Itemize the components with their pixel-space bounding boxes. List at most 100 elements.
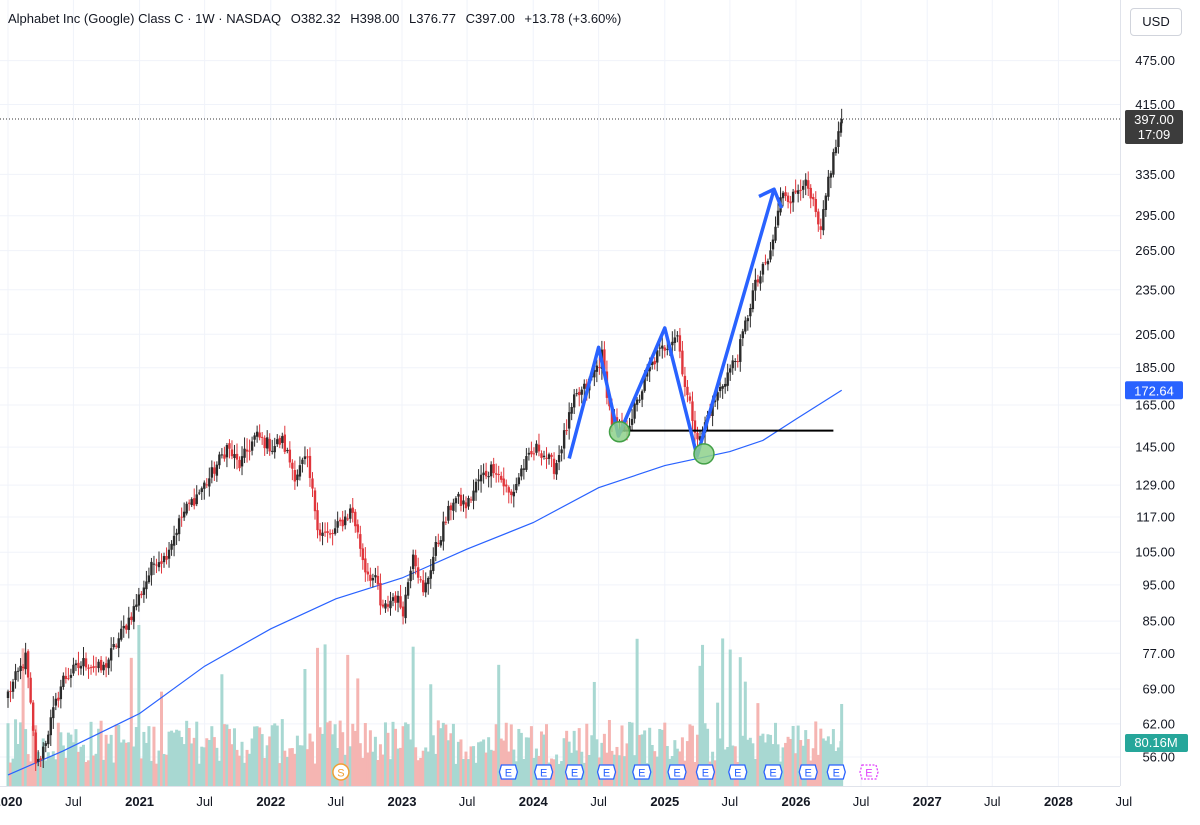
- earnings-event-icon: [632, 764, 652, 780]
- candle-body: [487, 476, 490, 478]
- volume-bar: [399, 747, 403, 786]
- candle-body: [14, 671, 17, 681]
- candle-body: [24, 652, 27, 670]
- candle-body: [756, 279, 760, 283]
- volume-bar: [726, 747, 730, 786]
- candle-body: [306, 456, 309, 458]
- volume-bar: [660, 729, 664, 786]
- candle-body: [796, 190, 800, 194]
- volume-bar: [821, 738, 825, 786]
- volume-bar: [522, 759, 526, 786]
- candle-body: [673, 337, 677, 343]
- candle: [598, 357, 601, 375]
- price-tick-label: 129.00: [1135, 478, 1175, 493]
- candle-body: [152, 563, 156, 565]
- candle: [366, 562, 370, 582]
- candle: [218, 451, 221, 469]
- candle-body: [713, 400, 717, 403]
- candle: [180, 507, 183, 527]
- volume-bar: [97, 728, 101, 786]
- candle-body: [786, 195, 790, 203]
- price-tick-label: 185.00: [1135, 360, 1175, 375]
- symbol-title[interactable]: Alphabet Inc (Google) Class C · 1W · NAS…: [8, 11, 282, 26]
- volume-bar: [404, 722, 408, 786]
- candle-body: [203, 482, 206, 489]
- candle-body: [824, 195, 828, 210]
- symbol-legend: Alphabet Inc (Google) Class C · 1W · NAS…: [8, 11, 627, 26]
- volume-bar: [353, 730, 357, 786]
- candle: [120, 620, 123, 642]
- volume-bar: [84, 761, 88, 786]
- candle: [52, 696, 55, 729]
- volume-bar: [497, 664, 501, 786]
- volume-bar: [467, 759, 471, 786]
- volume-bar: [230, 744, 234, 786]
- volume-bar: [761, 733, 765, 786]
- volume-bar: [160, 691, 164, 786]
- volume-bar: [763, 742, 767, 786]
- price-tick-label: 205.00: [1135, 327, 1175, 342]
- split-event-icon: [332, 763, 350, 781]
- candle-body: [817, 211, 820, 225]
- candle: [482, 463, 485, 484]
- candle-body: [127, 617, 130, 630]
- volume-bar: [527, 737, 531, 786]
- upcoming-earnings-icon: [859, 764, 879, 780]
- candle: [157, 551, 161, 572]
- candle: [522, 459, 526, 480]
- time-tick-label: Jul: [328, 794, 345, 809]
- candle-body: [598, 367, 601, 369]
- currency-button[interactable]: USD: [1130, 8, 1182, 36]
- candle-body: [359, 534, 362, 549]
- volume-bar: [391, 721, 395, 786]
- candle: [673, 329, 677, 351]
- candle: [492, 457, 495, 478]
- candle-body: [610, 405, 614, 425]
- candle: [293, 460, 297, 490]
- candle: [243, 437, 246, 464]
- candle: [791, 188, 795, 212]
- candle-body: [268, 438, 271, 452]
- volume-bar: [305, 749, 309, 786]
- candle: [739, 334, 742, 372]
- candle: [520, 464, 523, 481]
- candle: [457, 491, 460, 504]
- volume-bar: [477, 742, 481, 786]
- candle: [819, 218, 823, 240]
- candle-body: [102, 664, 105, 671]
- volume-bar: [227, 728, 231, 786]
- volume-badge: [1125, 734, 1188, 752]
- volume-bar: [401, 726, 405, 786]
- volume-bar: [426, 751, 430, 786]
- earnings-event-label: E: [603, 768, 610, 780]
- earnings-event-label: E: [702, 768, 709, 780]
- candle-body: [505, 484, 508, 487]
- volume-bar: [623, 756, 627, 786]
- earnings-event-label: E: [540, 768, 547, 780]
- volume-bar: [464, 751, 468, 786]
- volume-bar: [44, 760, 48, 786]
- volume-bar: [295, 735, 299, 786]
- candle: [686, 380, 689, 403]
- volume-bar: [582, 762, 586, 786]
- volume-bar: [69, 734, 73, 786]
- volume-bar: [409, 739, 413, 786]
- volume-bar: [698, 665, 702, 786]
- candle-body: [125, 625, 128, 630]
- candle-body: [656, 350, 659, 363]
- volume-bar: [696, 734, 699, 786]
- candle-body: [693, 420, 697, 433]
- candle: [213, 461, 216, 481]
- candle: [273, 437, 276, 459]
- candle: [54, 692, 58, 711]
- price-axis-labels: 475.00 415.00 335.00 295.00 265.00 235.00 205.…: [1135, 53, 1175, 764]
- candle: [381, 599, 385, 609]
- candle-body: [663, 347, 666, 351]
- candle: [796, 184, 800, 203]
- candle: [419, 576, 422, 583]
- candle-body: [658, 347, 661, 349]
- candle-body: [729, 368, 732, 373]
- candle-body: [104, 663, 108, 668]
- candle: [107, 657, 110, 675]
